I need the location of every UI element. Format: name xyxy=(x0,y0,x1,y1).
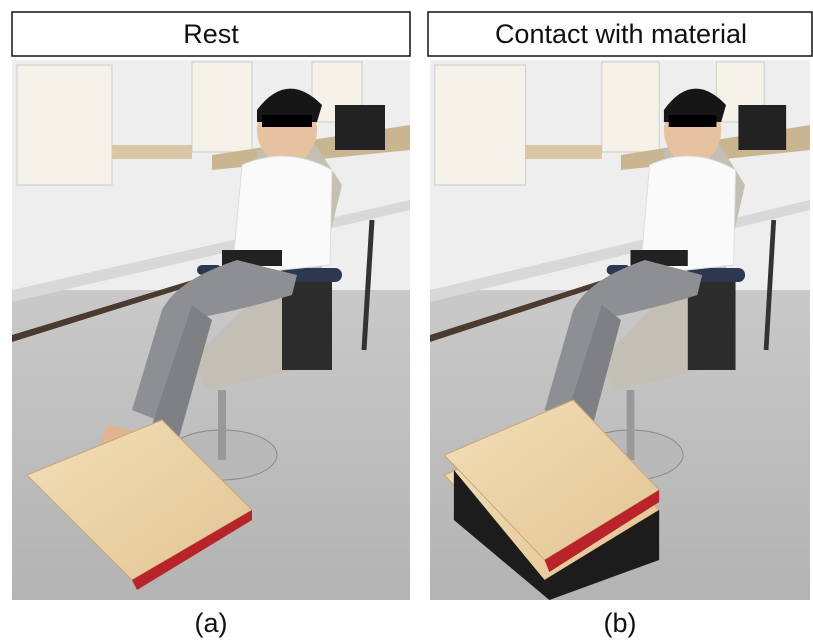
panel-header xyxy=(11,11,411,57)
photo xyxy=(430,60,810,600)
panel-caption: (a) xyxy=(195,608,228,638)
panel-title: Contact with material xyxy=(495,19,747,49)
panel-title: Rest xyxy=(183,19,239,49)
photo xyxy=(12,60,410,600)
panel-caption: (b) xyxy=(604,608,637,638)
panel-header xyxy=(427,11,813,57)
